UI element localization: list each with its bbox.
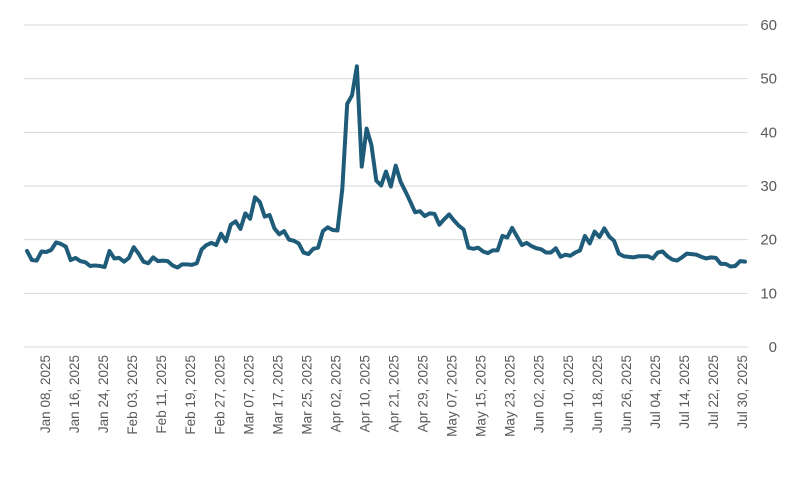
x-tick-label: Jan 16, 2025 xyxy=(67,355,82,433)
x-tick-label: Mar 07, 2025 xyxy=(241,355,256,435)
gridlines xyxy=(24,24,748,348)
x-tick-label: Jul 04, 2025 xyxy=(648,355,663,429)
x-tick-label: Jul 14, 2025 xyxy=(677,355,692,429)
y-tick-label: 20 xyxy=(760,232,777,249)
x-tick-label: Mar 25, 2025 xyxy=(299,355,314,435)
x-tick-label: Apr 02, 2025 xyxy=(328,355,343,432)
y-tick-label: 30 xyxy=(760,178,777,195)
x-tick-label: Jun 10, 2025 xyxy=(561,355,576,433)
x-tick-label: Jan 24, 2025 xyxy=(96,355,111,433)
y-tick-label: 50 xyxy=(760,71,777,88)
y-tick-label: 60 xyxy=(760,17,777,34)
x-tick-label: Mar 17, 2025 xyxy=(270,355,285,435)
x-tick-label: May 07, 2025 xyxy=(445,355,460,437)
x-tick-label: Feb 27, 2025 xyxy=(212,355,227,435)
x-tick-label: Apr 21, 2025 xyxy=(387,355,402,432)
series-layer xyxy=(25,64,747,270)
x-tick-label: Jul 22, 2025 xyxy=(706,355,721,429)
series-line xyxy=(25,64,747,270)
x-tick-label: Apr 29, 2025 xyxy=(416,355,431,432)
x-tick-label: Feb 11, 2025 xyxy=(154,355,169,434)
x-tick-label: May 15, 2025 xyxy=(474,355,489,437)
x-tick-label: Feb 03, 2025 xyxy=(125,355,140,435)
y-tick-label: 0 xyxy=(769,339,777,356)
y-tick-label: 40 xyxy=(760,124,777,141)
x-tick-label: Jan 08, 2025 xyxy=(38,355,53,433)
x-tick-label: Jun 26, 2025 xyxy=(619,355,634,433)
x-axis-ticks: Jan 08, 2025 Jan 16, 2025 Jan 24, 2025 Feb … xyxy=(38,355,750,437)
x-tick-label: Apr 10, 2025 xyxy=(357,355,372,432)
x-tick-label: May 23, 2025 xyxy=(503,355,518,437)
x-tick-label: Feb 19, 2025 xyxy=(183,355,198,435)
y-tick-label: 10 xyxy=(760,285,777,302)
x-tick-label: Jul 30, 2025 xyxy=(735,355,750,429)
y-axis-ticks: 0 10 20 30 40 50 60 xyxy=(760,17,777,356)
x-tick-label: Jun 18, 2025 xyxy=(590,355,605,433)
x-tick-label: Jun 02, 2025 xyxy=(532,355,547,433)
